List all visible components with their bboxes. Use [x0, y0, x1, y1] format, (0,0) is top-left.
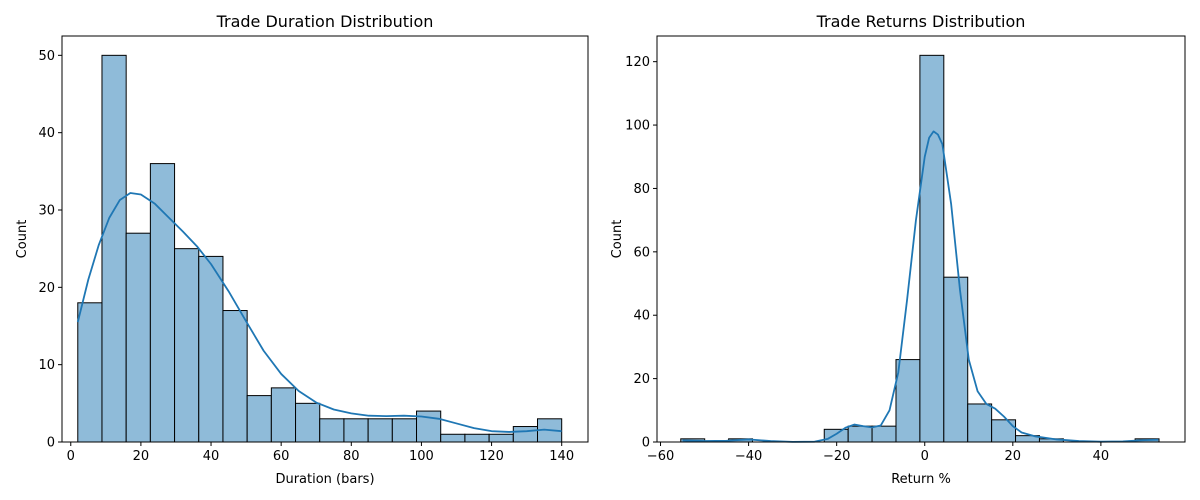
returns-chart-title: Trade Returns Distribution [816, 12, 1026, 31]
returns-histogram-bar [895, 359, 921, 443]
returns-x-tick-label: 20 [1005, 449, 1022, 464]
duration-y-tick-label: 40 [38, 126, 55, 141]
duration-bars [77, 54, 563, 443]
duration-histogram-bar [391, 418, 418, 443]
duration-histogram-bar [198, 255, 224, 443]
returns-histogram-bar [847, 425, 873, 443]
duration-histogram-chart: 0 20 40 60 80 100 120 140 0 10 20 30 40 50 Trade Durat… [15, 12, 589, 487]
returns-y-axis-label: Count [610, 220, 625, 259]
duration-histogram-bar [246, 395, 272, 443]
returns-histogram-bar [823, 428, 849, 443]
duration-histogram-bar [149, 163, 176, 443]
returns-x-tick-label: −40 [735, 449, 762, 464]
duration-y-tick-label: 20 [38, 281, 55, 296]
returns-histogram-bar [991, 419, 1017, 443]
returns-histogram-bar [871, 425, 897, 443]
duration-x-tick-label: 60 [273, 449, 290, 464]
returns-histogram-bar [967, 403, 993, 443]
duration-x-tick-label: 40 [203, 449, 220, 464]
duration-x-tick-label: 140 [549, 449, 574, 464]
duration-histogram-bar [222, 310, 248, 443]
returns-x-axis-label: Return % [891, 472, 951, 487]
returns-x-tick-label: −60 [647, 449, 674, 464]
returns-y-tick-label: 60 [633, 245, 650, 260]
duration-axes-frame [61, 35, 589, 443]
duration-x-tick-label: 80 [343, 449, 360, 464]
duration-histogram-bar [101, 54, 127, 443]
duration-histogram-bar [464, 433, 490, 443]
duration-y-tick-label: 10 [38, 358, 55, 373]
duration-y-tick-label: 30 [38, 204, 55, 219]
duration-x-tick-label: 0 [67, 449, 75, 464]
returns-histogram-bar [943, 276, 969, 443]
duration-histogram-bar [488, 433, 514, 443]
duration-x-tick-label: 100 [409, 449, 434, 464]
duration-x-tick-label: 20 [133, 449, 150, 464]
duration-chart-title: Trade Duration Distribution [216, 12, 434, 31]
duration-x-tick-label: 120 [479, 449, 504, 464]
duration-histogram-bar [125, 232, 151, 443]
duration-histogram-bar [77, 302, 103, 443]
returns-histogram-chart: −60 −40 −20 0 20 40 0 20 40 60 80 100 120 Trade Retur… [610, 12, 1186, 487]
returns-y-tick-label: 100 [625, 119, 650, 134]
returns-y-tick-label: 80 [633, 182, 650, 197]
duration-histogram-bar [512, 426, 539, 443]
returns-axes-frame [656, 35, 1186, 443]
duration-x-axis-label: Duration (bars) [275, 472, 374, 487]
returns-kde-line [682, 130, 1159, 443]
duration-y-tick-label: 50 [38, 49, 55, 64]
returns-y-tick-label: 0 [642, 436, 650, 451]
duration-y-axis-label: Count [15, 220, 30, 259]
duration-histogram-bar [367, 418, 393, 443]
duration-y-tick-label: 0 [47, 436, 55, 451]
duration-histogram-bar [343, 418, 369, 443]
returns-y-tick-label: 120 [625, 55, 650, 70]
duration-histogram-bar [174, 248, 200, 443]
duration-histogram-bar [440, 433, 466, 443]
returns-y-tick-label: 20 [633, 372, 650, 387]
returns-histogram-bar [919, 54, 945, 443]
returns-y-tick-label: 40 [633, 309, 650, 324]
duration-kde-line [76, 192, 562, 433]
duration-histogram-bar [295, 402, 321, 443]
duration-histogram-bar [270, 387, 297, 443]
returns-x-tick-label: −20 [823, 449, 850, 464]
returns-x-tick-label: 0 [921, 449, 929, 464]
returns-x-tick-label: 40 [1093, 449, 1110, 464]
duration-histogram-bar [319, 418, 345, 443]
